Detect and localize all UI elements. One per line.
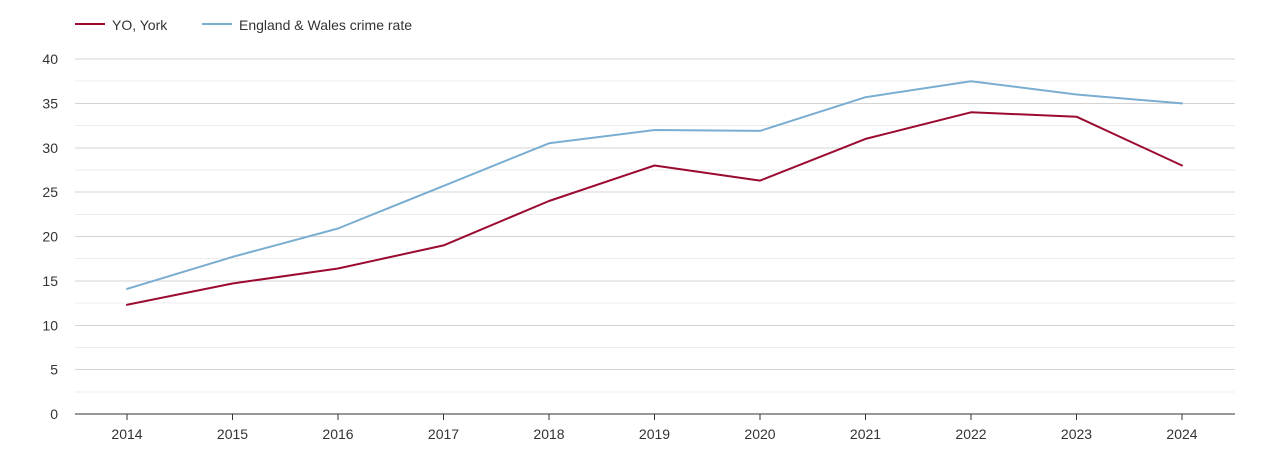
- x-tick-label: 2022: [955, 426, 986, 442]
- y-tick-label: 20: [42, 229, 58, 245]
- x-axis-ticks: 2014 2015 2016 2017 2018 2019 2020 2021 2022 2023…: [111, 426, 1197, 442]
- x-tick-label: 2014: [111, 426, 142, 442]
- y-axis-ticks: 0 5 10 15 20 25 30 35 40: [42, 51, 58, 422]
- x-tick-label: 2015: [217, 426, 248, 442]
- x-tick-label: 2024: [1166, 426, 1197, 442]
- x-axis: [75, 413, 1235, 420]
- y-tick-label: 30: [42, 140, 58, 156]
- x-tick-label: 2018: [533, 426, 564, 442]
- legend-label-0[interactable]: YO, York: [112, 17, 168, 33]
- x-tick-label: 2016: [322, 426, 353, 442]
- x-tick-label: 2020: [744, 426, 775, 442]
- y-tick-label: 5: [50, 362, 58, 378]
- x-tick-label: 2017: [428, 426, 459, 442]
- y-tick-label: 25: [42, 184, 58, 200]
- y-tick-label: 35: [42, 95, 58, 111]
- y-tick-label: 10: [42, 317, 58, 333]
- x-tick-label: 2019: [639, 426, 670, 442]
- series-line-0: [126, 111, 1183, 306]
- grid: [75, 58, 1235, 393]
- x-tick-label: 2021: [850, 426, 881, 442]
- series-line-1: [126, 80, 1183, 290]
- legend: YO, York England & Wales crime rate: [75, 17, 412, 33]
- series-lines: [126, 80, 1183, 306]
- y-tick-label: 40: [42, 51, 58, 67]
- y-tick-label: 0: [50, 406, 58, 422]
- x-tick-label: 2023: [1061, 426, 1092, 442]
- y-tick-label: 15: [42, 273, 58, 289]
- legend-label-1[interactable]: England & Wales crime rate: [239, 17, 412, 33]
